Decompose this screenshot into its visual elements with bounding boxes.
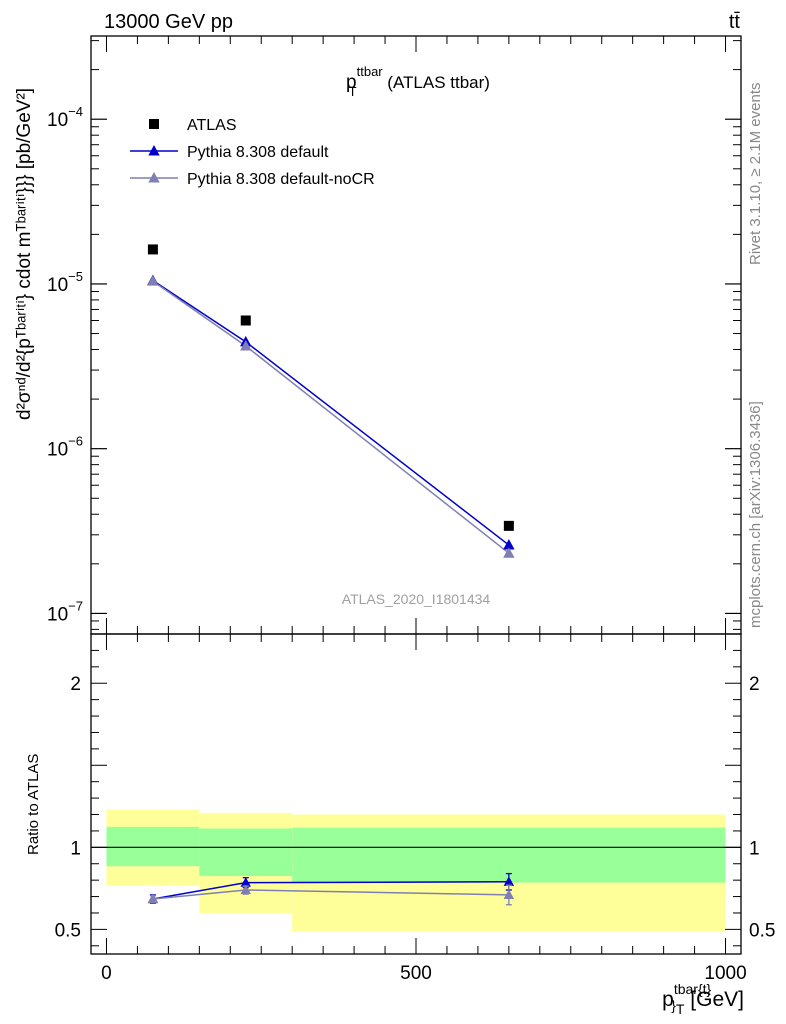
main-ytick-label-3: 10−4 (47, 104, 83, 131)
xlabel-sup: tbar{t} (674, 981, 712, 997)
main-point-0-1 (240, 315, 251, 326)
main-ytick-base-2: 10 (47, 275, 68, 296)
main-ytick-base-1: 10 (47, 440, 68, 461)
ratio-ytick-label-left-2: 2 (70, 674, 81, 695)
title-main: p (346, 72, 357, 93)
ratio-ytick-label-right-2: 2 (749, 674, 760, 695)
ratio-xtick-label-1: 500 (400, 963, 432, 984)
header-right: tt̄ (729, 11, 741, 33)
legend-label-2: Pythia 8.308 default-noCR (187, 171, 375, 188)
main-ytick-base-3: 10 (47, 110, 68, 131)
legend-marker-1 (148, 145, 160, 156)
ratio-band-green-0 (106, 826, 200, 867)
ratio-point-1-0 (147, 893, 159, 904)
title-sub: T (349, 84, 357, 99)
main-point-2-0 (147, 275, 159, 286)
xlabel-sub: } (671, 997, 676, 1013)
main-point-0-2 (503, 520, 514, 531)
legend-marker-0 (149, 119, 159, 129)
ratio-xtick-label-0: 0 (101, 963, 112, 984)
main-point-1-2 (503, 539, 515, 550)
title-sup: ttbar (357, 64, 384, 79)
main-ytick-exp-2: −5 (68, 269, 83, 284)
header-left: 13000 GeV pp (104, 11, 233, 33)
xlabel-rest: [GeV] (684, 988, 744, 1011)
main-ytick-exp-3: −4 (68, 104, 83, 119)
main-ytick-base-0: 10 (47, 604, 68, 625)
ratio-xtick-label-2: 1000 (704, 963, 746, 984)
main-series-line-2 (152, 280, 510, 554)
main-ylabel: d²σⁿᵈ/d²{pᵀᵇᵃʳⁱᵗⁱ} cdot mᵀᵇᵃʳⁱᵗⁱ}}} [pb/… (14, 88, 35, 420)
main-point-2-2 (503, 547, 515, 558)
ratio-band-green-1 (199, 828, 293, 877)
legend-label-0: ATLAS (187, 117, 237, 134)
main-point-0-0 (147, 244, 158, 255)
ratio-ytick-label-left-0: 0.5 (55, 920, 81, 941)
ratio-point-1-1 (240, 884, 251, 895)
mcplots-label: mcplots.cern.ch [arXiv:1306.3436] (747, 401, 764, 628)
ratio-xlabel: ptbar{t}}T [GeV] (662, 981, 744, 1017)
rivet-label: Rivet 3.1.10, ≥ 2.1M events (747, 83, 764, 266)
xlabel-sub2: T (676, 1001, 685, 1017)
main-ytick-label-0: 10−7 (47, 598, 83, 625)
ratio-point-0-1 (240, 877, 251, 887)
main-ytick-exp-1: −6 (68, 434, 83, 449)
main-ylabel-text: d²σⁿᵈ/d²{pᵀᵇᵃʳⁱᵗⁱ} cdot mᵀᵇᵃʳⁱᵗⁱ}}} [pb/… (14, 88, 35, 420)
main-ytick-label-2: 10−5 (47, 269, 83, 296)
ratio-ytick-label-right-0: 0.5 (749, 920, 775, 941)
ratio-ylabel: Ratio to ATLAS (25, 754, 42, 855)
xlabel-main: p (662, 988, 674, 1011)
ratio-point-1-2 (503, 889, 515, 900)
legend-label-1: Pythia 8.308 default (187, 144, 329, 161)
ratio-ytick-label-left-1: 1 (70, 838, 81, 859)
main-panel: pttbar T (ATLAS ttbar) ATLAS_2020_I180143… (14, 35, 742, 635)
ratio-panel: 0.5 0.5 1 1 2 2 0 500 1000 Ratio to ATLAS ptbar{… (25, 633, 775, 1017)
watermark: ATLAS_2020_I1801434 (342, 591, 491, 607)
ratio-point-0-2 (503, 876, 515, 886)
main-title: pttbar T (ATLAS ttbar) (346, 64, 490, 99)
ratio-ytick-label-right-1: 1 (749, 838, 760, 859)
main-point-2-1 (240, 340, 252, 351)
title-rest: (ATLAS ttbar) (383, 73, 490, 92)
legend: ATLAS Pythia 8.308 default Pythia 8.308 de… (130, 117, 375, 188)
main-ytick-label-1: 10−6 (47, 434, 83, 461)
main-ytick-exp-0: −7 (68, 598, 83, 613)
legend-marker-2 (148, 172, 160, 183)
